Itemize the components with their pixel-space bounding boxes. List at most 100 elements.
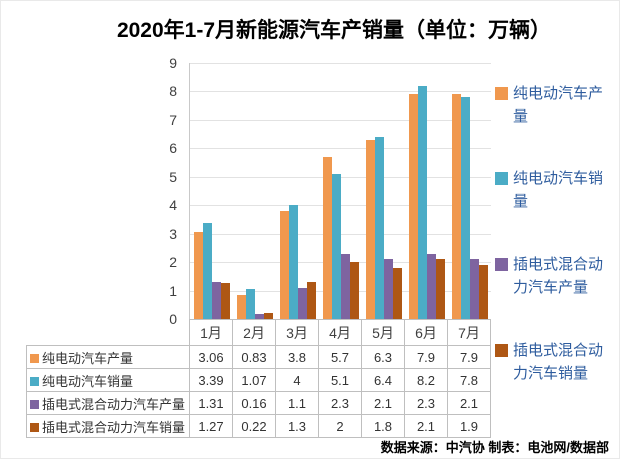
table-value-cell: 3.06: [189, 345, 233, 369]
gridline: [190, 63, 491, 64]
y-axis-tick-label: 2: [169, 254, 177, 271]
legend-item: 纯电动汽车产量: [495, 82, 613, 128]
table-value-cell: 1.07: [232, 368, 276, 392]
legend-label: 插电式混合动力汽车产量: [513, 256, 604, 296]
table-month-header: 4月: [318, 319, 362, 346]
gridline: [190, 91, 491, 93]
bar: [220, 282, 230, 319]
table-series-label: 纯电动汽车产量: [26, 345, 190, 369]
table-value-cell: 2: [318, 414, 362, 438]
plot-area: [189, 63, 491, 319]
table-row: 纯电动汽车销量 3.39 1.07 4 5.1 6.4 8.2 7.8: [26, 368, 491, 392]
source-note: 数据来源：中汽协 制表：电池网/数据部: [380, 440, 609, 455]
bar: [236, 295, 246, 319]
bar: [288, 205, 298, 319]
bar: [297, 287, 307, 319]
table-value-cell: 6.4: [361, 368, 405, 392]
legend-key-icon: [495, 258, 508, 271]
table-value-cell: 2.3: [404, 391, 448, 415]
bar: [417, 85, 427, 319]
table-row: 插电式混合动力汽车销量 1.27 0.22 1.3 2 1.8 2.1 1.9: [26, 414, 491, 438]
table-value-cell: 1.1: [275, 391, 319, 415]
bar: [460, 97, 470, 319]
table-corner-cell: [27, 320, 190, 346]
series-key-icon: [30, 422, 39, 432]
table-series-label: 插电式混合动力汽车销量: [26, 414, 190, 438]
table-value-cell: 7.9: [447, 345, 491, 369]
table-month-header: 1月: [189, 319, 233, 346]
y-axis-tick-label: 5: [169, 168, 177, 185]
gridline: [190, 233, 491, 235]
bar: [322, 156, 332, 319]
table-month-header: 3月: [275, 319, 319, 346]
table-value-cell: 4: [275, 368, 319, 392]
y-axis-tick-label: 4: [169, 197, 177, 214]
bar: [426, 253, 436, 319]
series-key-icon: [30, 399, 39, 409]
bar: [392, 267, 402, 319]
series-key-icon: [30, 353, 39, 363]
table-value-cell: 2.1: [447, 391, 491, 415]
table-value-cell: 5.7: [318, 345, 362, 369]
chart-title: 2020年1-7月新能源汽车产销量（单位：万辆）: [116, 19, 552, 42]
table-value-cell: 2.1: [404, 414, 448, 438]
bar: [340, 253, 350, 319]
bar: [435, 259, 445, 319]
legend-key-icon: [495, 87, 508, 100]
y-axis-tick-label: 6: [169, 140, 177, 157]
table-month-header: 2月: [232, 319, 276, 346]
legend-label: 纯电动汽车销量: [513, 170, 604, 210]
gridline: [190, 176, 491, 178]
legend-key-icon: [495, 172, 508, 185]
legend-item: 插电式混合动力汽车产量: [495, 253, 613, 299]
table-value-cell: 0.16: [232, 391, 276, 415]
table-series-label: 纯电动汽车销量: [26, 368, 190, 392]
series-key-icon: [30, 376, 39, 386]
table-value-cell: 3.8: [275, 345, 319, 369]
table-row: 插电式混合动力汽车产量 1.31 0.16 1.1 2.3 2.1 2.3 2.1: [26, 391, 491, 415]
table-value-cell: 1.31: [189, 391, 233, 415]
table-month-header: 5月: [361, 319, 405, 346]
table-value-cell: 8.2: [404, 368, 448, 392]
table-month-header: 6月: [404, 319, 448, 346]
bar: [202, 222, 212, 319]
y-axis-tick-label: 3: [169, 225, 177, 242]
table-row: 纯电动汽车产量 3.06 0.83 3.8 5.7 6.3 7.9 7.9: [26, 345, 491, 369]
y-axis-tick-label: 1: [169, 282, 177, 299]
bar: [263, 312, 273, 319]
table-value-cell: 1.8: [361, 414, 405, 438]
table-value-cell: 0.83: [232, 345, 276, 369]
table-value-cell: 3.39: [189, 368, 233, 392]
table-value-cell: 2.3: [318, 391, 362, 415]
y-axis-tick-label: 9: [169, 55, 177, 71]
bar: [254, 314, 264, 319]
bar: [365, 139, 375, 319]
y-axis: 0 1 2 3 4 5 6 7 8 9: [151, 55, 183, 327]
bar: [245, 288, 255, 319]
gridline: [190, 119, 491, 121]
table-header-row: 1月 2月 3月 4月 5月 6月 7月: [27, 319, 491, 346]
bar: [408, 94, 418, 319]
gridline: [190, 205, 491, 207]
legend-item: 纯电动汽车销量: [495, 167, 613, 213]
table-value-cell: 7.9: [404, 345, 448, 369]
bar: [469, 259, 479, 319]
table-value-cell: 2.1: [361, 391, 405, 415]
bar: [374, 136, 384, 319]
bar: [279, 210, 289, 319]
y-axis-tick-label: 7: [169, 111, 177, 128]
legend-key-icon: [495, 344, 508, 357]
bar: [211, 281, 221, 319]
bar: [331, 173, 341, 319]
table-value-cell: 1.27: [189, 414, 233, 438]
table-value-cell: 5.1: [318, 368, 362, 392]
bar: [478, 264, 488, 319]
legend-label: 插电式混合动力汽车销量: [513, 342, 604, 382]
table-value-cell: 1.3: [275, 414, 319, 438]
bar: [306, 282, 316, 319]
data-table: 1月 2月 3月 4月 5月 6月 7月 纯电动汽车产量 3.06 0.83 3.8 5.7 6.3 7.…: [26, 319, 491, 438]
bar: [383, 259, 393, 319]
bar: [451, 94, 461, 319]
table-month-header: 7月: [447, 319, 491, 346]
